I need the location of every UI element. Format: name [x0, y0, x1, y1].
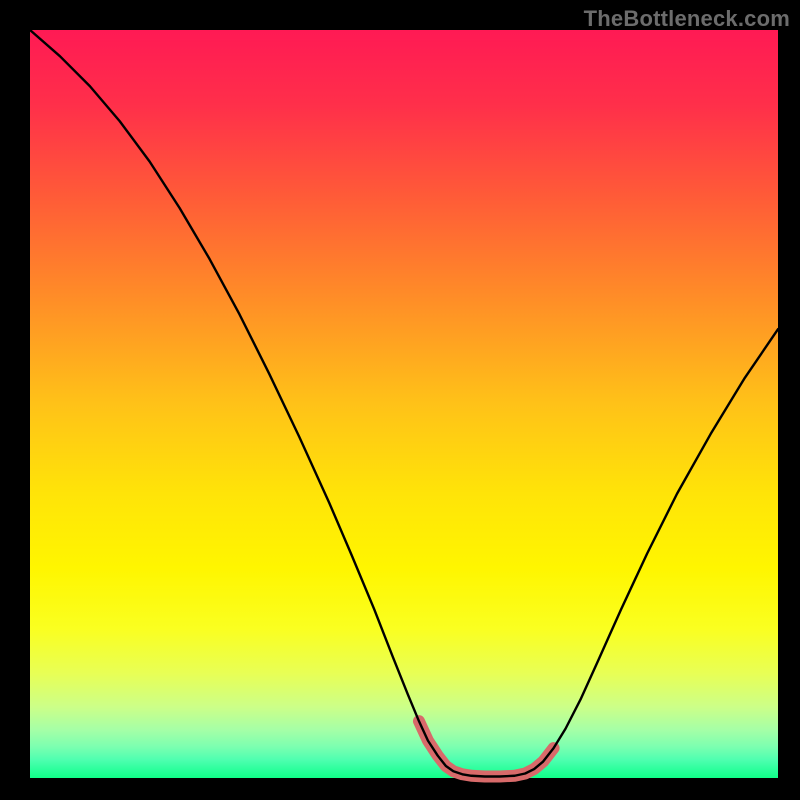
bottleneck-curve	[30, 30, 778, 777]
curve-layer	[30, 30, 778, 778]
watermark-text: TheBottleneck.com	[584, 6, 790, 32]
chart-frame: TheBottleneck.com	[0, 0, 800, 800]
plot-area	[30, 30, 778, 778]
